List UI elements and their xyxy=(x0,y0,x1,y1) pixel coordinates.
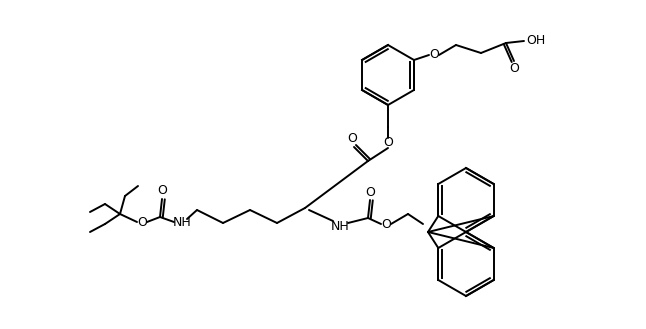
Text: O: O xyxy=(137,215,147,229)
Text: O: O xyxy=(157,185,167,197)
Text: NH: NH xyxy=(331,219,349,233)
Text: O: O xyxy=(429,48,439,62)
Text: O: O xyxy=(509,63,519,75)
Text: OH: OH xyxy=(526,35,546,47)
Text: O: O xyxy=(383,137,393,149)
Text: NH: NH xyxy=(172,215,191,229)
Text: O: O xyxy=(381,217,391,231)
Text: O: O xyxy=(347,133,357,145)
Text: O: O xyxy=(365,186,375,198)
